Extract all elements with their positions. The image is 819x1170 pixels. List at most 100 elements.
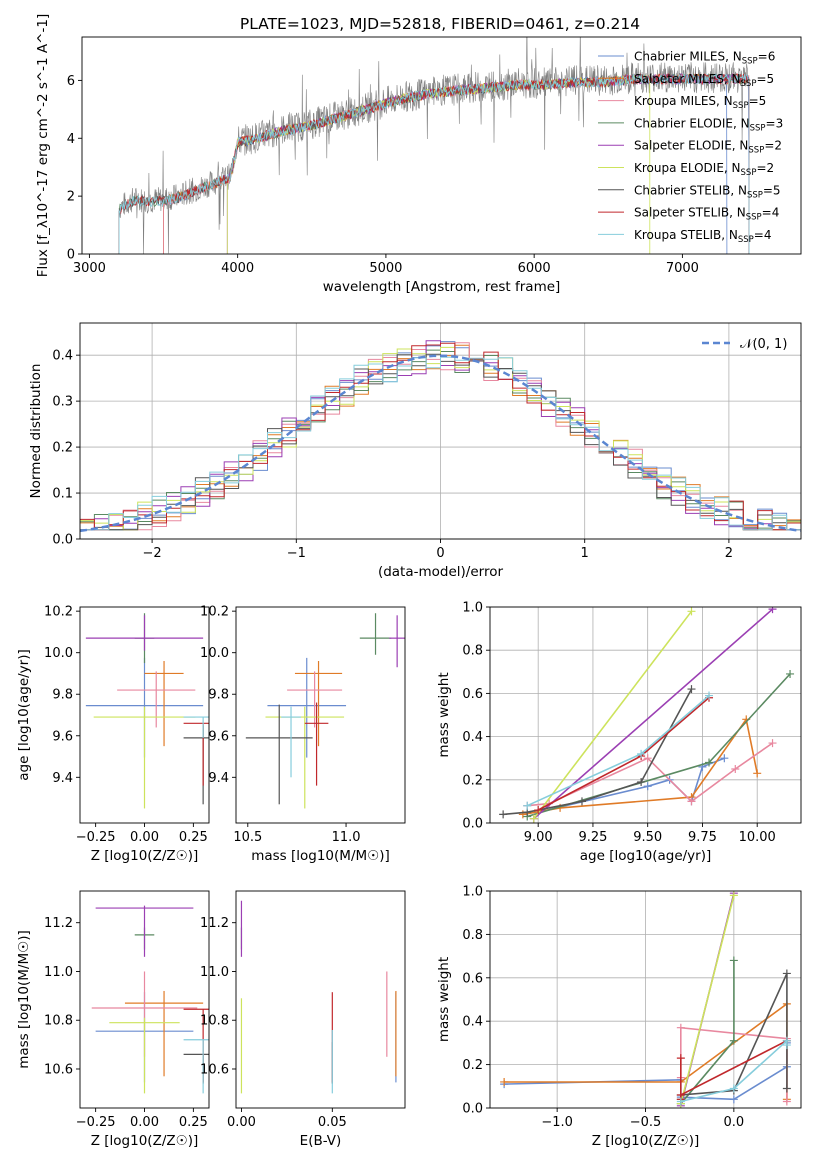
x-tick-label: 9.75 (688, 830, 717, 845)
point-3 (117, 671, 196, 728)
y-tick-label: 9.6 (52, 729, 73, 744)
x-axis-label: Z [log10(Z/Z☉)] (91, 848, 199, 864)
x-axis-label: (data-model)/error (378, 564, 504, 580)
point-9 (183, 1039, 209, 1094)
model-spectrum-line-6 (226, 74, 651, 254)
x-tick-label: −0.25 (76, 1115, 116, 1130)
point-6 (109, 1017, 180, 1094)
axes-frame (489, 606, 802, 824)
x-tick-label: 0.0 (724, 1115, 745, 1130)
weight-marker (534, 806, 543, 815)
y-tick-label: 0.6 (462, 971, 483, 986)
y-tick-label: 0.3 (52, 395, 73, 410)
plot-area (85, 613, 209, 809)
chart-residuals: 𝒩(0, 1) −2 −1 0 1 2 0.0 0.1 0.2 0.3 0.4 (data-model… (28, 322, 802, 580)
weight-marker (637, 777, 646, 786)
y-tick-label: 10.0 (200, 646, 229, 661)
weight-series-2 (518, 715, 762, 819)
y-tick-label: 4 (67, 132, 75, 147)
weight-marker (637, 749, 646, 758)
y-tick-label: 1.0 (462, 601, 483, 616)
weight-line (503, 688, 693, 816)
residual-histogram-9 (80, 356, 801, 531)
x-tick-label: −1 (287, 546, 306, 561)
chart-weight_vs_age: 9.00 9.25 9.50 9.75 10.00 0.0 0.2 0.4 0.6 0.8 1.0 a… (436, 601, 802, 864)
point-9 (281, 706, 301, 778)
weight-marker (729, 1036, 738, 1045)
legend-label-2: Salpeter MILES, NSSP=5 (634, 72, 774, 89)
weight-marker (729, 1084, 738, 1093)
y-tick-label: 6 (67, 74, 75, 89)
weight-marker (731, 765, 740, 773)
chart-age_vs_Z: −0.25 0.00 0.25 9.4 9.6 9.8 10.0 10.2 Z [log10(Z… (16, 605, 210, 864)
y-tick-label: 0.1 (52, 487, 73, 502)
weight-series-6 (529, 607, 696, 823)
plot-area (500, 891, 791, 1108)
y-tick-label: 0.8 (462, 644, 483, 659)
weight-marker (782, 1041, 791, 1050)
weight-marker (676, 1097, 685, 1106)
plot-area (240, 900, 397, 1094)
y-tick-label: 0.2 (462, 773, 483, 788)
chart-spectrum: 3000 4000 5000 6000 7000 0 2 4 6 wavelength [Angs… (35, 14, 802, 295)
x-tick-label: 3000 (73, 261, 106, 276)
chart-mass_vs_ebv: 0.00 0.05 10.6 10.8 11.0 11.2 E(B-V) (200, 890, 406, 1149)
weight-marker (729, 956, 738, 965)
point-5 (85, 615, 204, 651)
weight-marker (782, 969, 791, 978)
y-tick-label: 1.0 (462, 885, 483, 900)
weight-line (680, 895, 735, 1104)
x-tick-label: −1.0 (541, 1115, 573, 1130)
y-tick-label: 0.8 (462, 928, 483, 943)
point-3 (287, 671, 343, 728)
point-6 (265, 706, 345, 809)
weight-series-5 (529, 607, 777, 823)
x-tick-label: 10.00 (739, 830, 776, 845)
weight-marker (753, 769, 762, 778)
y-tick-label: 9.8 (208, 688, 229, 703)
axes-frame (81, 36, 802, 255)
y-tick-label: 10.6 (200, 1062, 229, 1077)
x-tick-label: 0.00 (130, 830, 159, 845)
point-4 (359, 613, 392, 655)
y-axis-label: mass weight (436, 672, 452, 757)
weight-series-9 (523, 691, 714, 810)
y-tick-label: 10.2 (44, 605, 73, 620)
weight-marker (782, 1097, 791, 1106)
x-tick-label: 0 (436, 546, 444, 561)
legend-label-3: Kroupa MILES, NSSP=5 (634, 94, 766, 111)
figure-title: PLATE=1023, MJD=52818, FIBERID=0461, z=0… (240, 15, 640, 33)
weight-marker (687, 797, 696, 806)
axes-frame (235, 606, 406, 824)
x-tick-label: −0.5 (630, 1115, 662, 1130)
x-axis-label: wavelength [Angstrom, rest frame] (323, 279, 561, 295)
point-2 (144, 661, 184, 747)
chart-mass_vs_Z: −0.25 0.00 0.25 10.6 10.8 11.0 11.2 Z [log10(Z/… (16, 890, 210, 1149)
x-tick-label: 9.00 (524, 830, 553, 845)
y-tick-label: 11.0 (200, 965, 229, 980)
weight-marker (768, 607, 777, 614)
weight-marker (729, 1095, 738, 1104)
plot-area (499, 607, 795, 823)
legend-label-5: Salpeter ELODIE, NSSP=2 (634, 139, 782, 156)
y-tick-label: 0 (67, 248, 75, 263)
y-axis-label: Normed distribution (28, 364, 44, 499)
weight-marker (676, 1054, 685, 1063)
y-tick-label: 10.8 (200, 1014, 229, 1029)
weight-marker (687, 685, 696, 694)
point-5 (95, 905, 194, 957)
x-tick-label: −2 (143, 546, 162, 561)
x-axis-label: Z [log10(Z/Z☉)] (592, 1133, 700, 1149)
x-axis-label: Z [log10(Z/Z☉)] (91, 1133, 199, 1149)
weight-marker (523, 801, 532, 810)
x-tick-label: 0.25 (179, 1115, 208, 1130)
point-8 (304, 702, 329, 786)
model-spectrum-line-9 (118, 72, 750, 254)
y-tick-label: 10.8 (44, 1014, 73, 1029)
y-tick-label: 9.4 (52, 771, 73, 786)
y-tick-label: 0.4 (462, 1015, 483, 1030)
point-6 (93, 706, 196, 809)
x-tick-label: 4000 (221, 261, 254, 276)
y-tick-label: 0.4 (52, 349, 73, 364)
